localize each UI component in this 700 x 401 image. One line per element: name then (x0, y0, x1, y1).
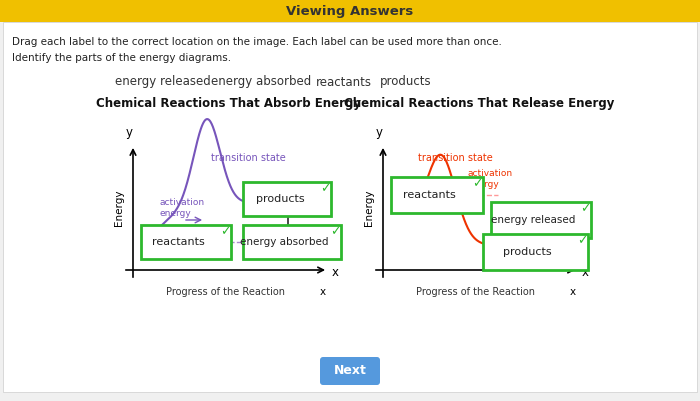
FancyBboxPatch shape (491, 202, 591, 238)
Text: activation
energy: activation energy (159, 198, 204, 218)
Text: x: x (582, 265, 589, 279)
Text: Energy: Energy (364, 189, 374, 226)
Text: energy absorbed: energy absorbed (211, 75, 311, 89)
Text: Identify the parts of the energy diagrams.: Identify the parts of the energy diagram… (12, 53, 231, 63)
Text: Drag each label to the correct location on the image. Each label can be used mor: Drag each label to the correct location … (12, 37, 502, 47)
Text: energy released: energy released (115, 75, 211, 89)
Text: ✓: ✓ (580, 203, 590, 215)
Text: Progress of the Reaction: Progress of the Reaction (416, 287, 535, 297)
Text: transition state: transition state (418, 153, 492, 163)
Text: Progress of the Reaction: Progress of the Reaction (166, 287, 285, 297)
Text: Energy: Energy (114, 189, 124, 226)
FancyBboxPatch shape (243, 182, 331, 216)
Text: energy released: energy released (491, 215, 575, 225)
Text: x: x (332, 265, 339, 279)
Text: x: x (320, 287, 326, 297)
Text: Viewing Answers: Viewing Answers (286, 6, 414, 18)
FancyBboxPatch shape (391, 177, 483, 213)
Text: reactants: reactants (403, 190, 456, 200)
FancyBboxPatch shape (320, 357, 380, 385)
FancyBboxPatch shape (0, 0, 700, 22)
FancyBboxPatch shape (483, 234, 588, 270)
Text: ✓: ✓ (472, 178, 482, 190)
Text: ✓: ✓ (320, 182, 330, 196)
FancyBboxPatch shape (243, 225, 341, 259)
Text: activation
energy: activation energy (467, 169, 512, 189)
Text: transition state: transition state (211, 153, 286, 163)
Text: x: x (570, 287, 576, 297)
FancyBboxPatch shape (3, 22, 697, 392)
Text: ✓: ✓ (220, 225, 230, 239)
Text: reactants: reactants (316, 75, 372, 89)
Text: products: products (503, 247, 552, 257)
Text: y: y (125, 126, 132, 139)
Text: ✓: ✓ (330, 225, 340, 239)
Text: reactants: reactants (153, 237, 205, 247)
Text: y: y (375, 126, 382, 139)
Text: products: products (256, 194, 304, 204)
Text: Chemical Reactions That Release Energy: Chemical Reactions That Release Energy (344, 97, 614, 109)
FancyBboxPatch shape (141, 225, 231, 259)
Text: energy absorbed: energy absorbed (240, 237, 328, 247)
Text: products: products (380, 75, 432, 89)
Text: Chemical Reactions That Absorb Energy: Chemical Reactions That Absorb Energy (95, 97, 360, 109)
Text: Next: Next (334, 365, 366, 377)
Text: ✓: ✓ (577, 235, 587, 247)
